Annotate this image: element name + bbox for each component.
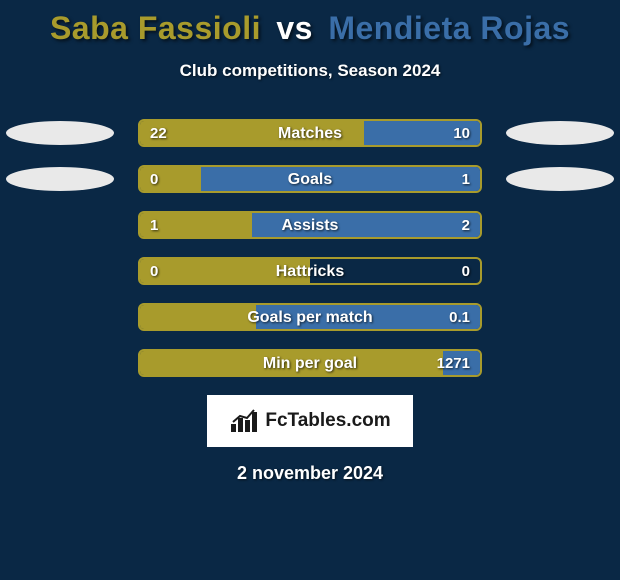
stat-row: 00Hattricks <box>0 257 620 285</box>
player2-ellipse <box>506 167 614 191</box>
stat-bar-left-fill <box>140 121 364 145</box>
stat-bar-right-fill <box>201 167 480 191</box>
fctables-logo: FcTables.com <box>207 395 413 447</box>
stat-bar-right-fill <box>443 351 480 375</box>
stat-bar-track: 2210Matches <box>138 119 482 147</box>
stat-bar-right-fill <box>256 305 480 329</box>
player2-ellipse <box>506 121 614 145</box>
stats-bars: 2210Matches 01Goals 12Assists 00Hattricks 0.… <box>0 119 620 377</box>
stat-bar-track: 01Goals <box>138 165 482 193</box>
stat-row: 12Assists <box>0 211 620 239</box>
player2-name: Mendieta Rojas <box>328 10 570 46</box>
stat-bar-left-fill <box>140 259 310 283</box>
player1-ellipse <box>6 121 114 145</box>
logo-text: FcTables.com <box>265 410 390 432</box>
stat-bar-track: 1271Min per goal <box>138 349 482 377</box>
stat-bar-right-fill <box>252 213 480 237</box>
date-label: 2 november 2024 <box>0 463 620 484</box>
stat-bar-left-fill <box>140 351 443 375</box>
comparison-infographic: Saba Fassioli vs Mendieta Rojas Club com… <box>0 0 620 580</box>
stat-bar-left-fill <box>140 305 256 329</box>
stat-row: 0.1Goals per match <box>0 303 620 331</box>
vs-separator: vs <box>276 10 313 46</box>
player1-name: Saba Fassioli <box>50 10 261 46</box>
stat-bar-left-fill <box>140 213 252 237</box>
page-title: Saba Fassioli vs Mendieta Rojas <box>0 0 620 47</box>
stat-row: 1271Min per goal <box>0 349 620 377</box>
stat-bar-left-fill <box>140 167 201 191</box>
stat-row: 2210Matches <box>0 119 620 147</box>
stat-bar-track: 00Hattricks <box>138 257 482 285</box>
player1-ellipse <box>6 167 114 191</box>
logo-bars-icon <box>229 408 259 434</box>
stat-row: 01Goals <box>0 165 620 193</box>
stat-bar-right-fill <box>364 121 480 145</box>
stat-right-value: 0 <box>462 259 470 285</box>
stat-bar-track: 12Assists <box>138 211 482 239</box>
stat-bar-track: 0.1Goals per match <box>138 303 482 331</box>
subtitle: Club competitions, Season 2024 <box>0 61 620 81</box>
